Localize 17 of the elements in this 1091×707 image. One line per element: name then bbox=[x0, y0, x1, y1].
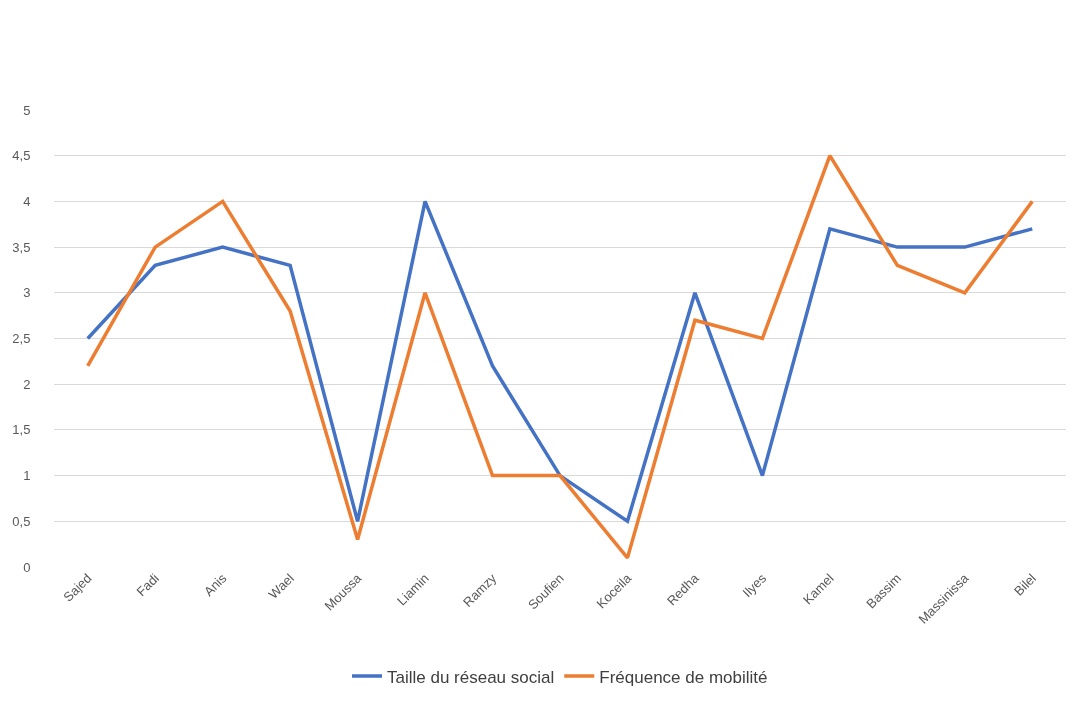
legend-label: Taille du réseau social bbox=[387, 667, 555, 687]
y-tick-label: 4,5 bbox=[12, 148, 31, 164]
line-series bbox=[85, 199, 1035, 524]
y-tick-label: 3,5 bbox=[12, 239, 31, 255]
y-tick-label: 1,5 bbox=[12, 422, 31, 438]
y-tick-label: 4 bbox=[23, 193, 31, 209]
y-tick-label: 2 bbox=[23, 376, 31, 392]
y-tick-label: 5 bbox=[23, 102, 31, 118]
legend-label: Fréquence de mobilité bbox=[599, 667, 768, 687]
y-tick-label: 3 bbox=[23, 285, 31, 301]
y-tick-label: 0 bbox=[23, 559, 31, 575]
x-tick-label: Ilyes bbox=[739, 570, 770, 601]
line-series bbox=[85, 153, 1035, 560]
y-tick-label: 1 bbox=[23, 468, 31, 484]
y-tick-label: 0,5 bbox=[12, 513, 31, 529]
x-tick-label: Anis bbox=[200, 570, 230, 600]
y-tick-label: 2,5 bbox=[12, 331, 31, 347]
